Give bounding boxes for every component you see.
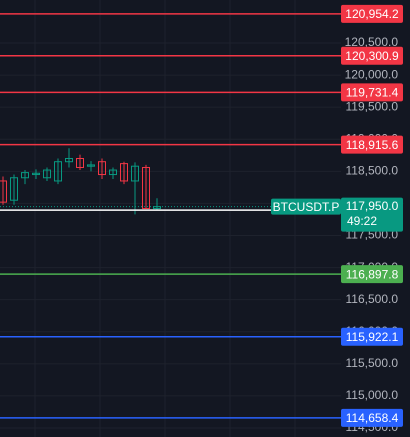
- price-label-box: [341, 408, 403, 427]
- y-tick-label: 116,500.0: [346, 292, 399, 306]
- y-tick-label: 118,500.0: [346, 164, 399, 178]
- candle-body: [65, 158, 73, 163]
- y-tick-label: 115,000.0: [346, 388, 399, 402]
- symbol-box: [271, 198, 341, 215]
- countdown: 49:22: [347, 214, 377, 228]
- last-price-box: [341, 197, 403, 232]
- candle-body: [98, 161, 106, 176]
- candle-body: [0, 180, 7, 203]
- price-label-box: [341, 83, 403, 102]
- candle-body: [120, 163, 128, 182]
- price-label-box: [341, 4, 403, 23]
- candle-body: [109, 169, 117, 176]
- y-tick-label: 120,500.0: [345, 35, 399, 49]
- symbol-label: BTCUSDT.P: [273, 200, 340, 214]
- candle-body: [87, 164, 95, 167]
- candle-body: [76, 158, 84, 168]
- y-tick-label: 115,500.0: [346, 356, 399, 370]
- price-label: 118,915.6: [346, 138, 399, 152]
- price-label: 115,922.1: [346, 330, 399, 344]
- last-price-label: 117,950.0: [346, 199, 399, 213]
- candle-body: [21, 172, 29, 179]
- candle-body: [54, 161, 62, 182]
- candle-body: [131, 165, 139, 182]
- price-label-box: [341, 46, 403, 65]
- y-tick-label: 120,000.0: [345, 67, 399, 81]
- candle-body: [32, 172, 40, 176]
- price-label: 114,658.4: [346, 411, 399, 425]
- y-tick-label: 119,500.0: [346, 99, 399, 113]
- price-label: 120,954.2: [345, 7, 399, 21]
- price-label: 116,897.8: [346, 267, 399, 281]
- price-label-box: [341, 265, 403, 284]
- price-label: 120,300.9: [345, 49, 399, 63]
- price-label: 119,731.4: [346, 85, 399, 99]
- price-label-box: [341, 327, 403, 346]
- candle-body: [142, 166, 150, 210]
- candle-body: [43, 169, 51, 179]
- price-label-box: [341, 135, 403, 154]
- candle-body: [10, 177, 18, 201]
